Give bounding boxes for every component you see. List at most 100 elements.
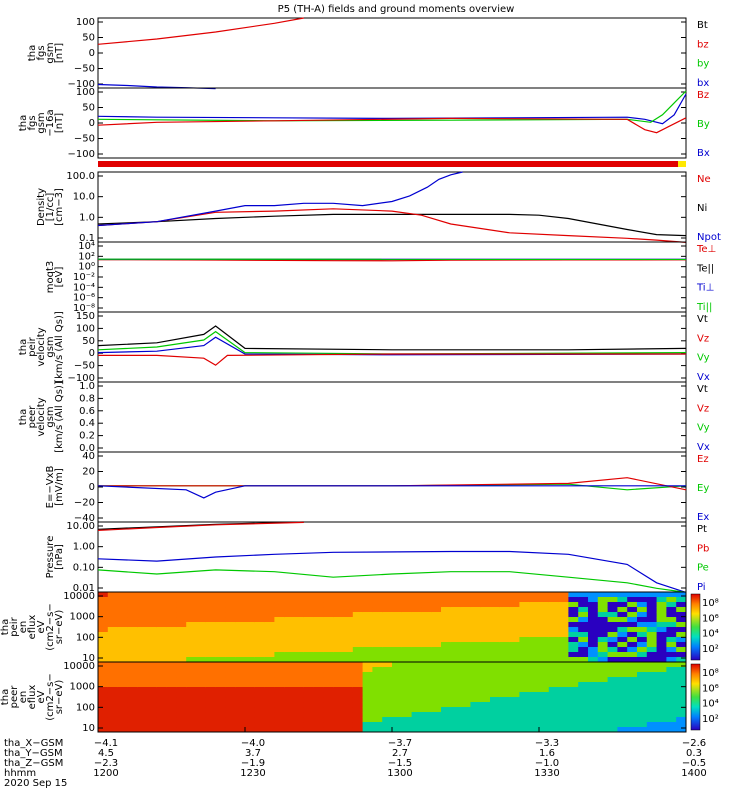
heatmap-cell	[127, 617, 138, 623]
legend-bz: bz	[697, 39, 709, 50]
heatmap-cell	[676, 712, 687, 718]
y-tick-label: 1.0	[79, 212, 95, 223]
heatmap-cell	[343, 672, 354, 678]
heatmap-cell	[519, 712, 530, 718]
heatmap-cell	[666, 662, 677, 668]
heatmap-cell	[254, 702, 266, 708]
heatmap-cell	[352, 617, 364, 623]
heatmap-cell	[274, 632, 285, 638]
heatmap-cell	[578, 667, 589, 673]
heatmap-cell	[480, 692, 491, 698]
heatmap-cell	[656, 592, 667, 598]
heatmap-cell	[274, 657, 285, 663]
heatmap-cell	[558, 652, 569, 658]
y-axis-label: fgs	[27, 115, 38, 130]
heatmap-cell	[235, 642, 246, 648]
heatmap-cell	[470, 697, 481, 703]
heatmap-cell	[656, 717, 667, 723]
heatmap-cell	[392, 597, 403, 603]
heatmap-cell	[499, 607, 511, 613]
heatmap-cell	[431, 727, 442, 733]
y-axis-label: gsm	[45, 42, 56, 63]
heatmap-cell	[372, 712, 383, 718]
heatmap-cell	[519, 717, 530, 723]
heatmap-cell	[519, 657, 530, 663]
heatmap-cell	[352, 702, 364, 708]
heatmap-cell	[186, 592, 197, 598]
heatmap-cell	[313, 727, 324, 733]
heatmap-cell	[470, 692, 481, 698]
heatmap-cell	[274, 637, 285, 643]
heatmap-cell	[147, 687, 158, 693]
heatmap-cell	[117, 712, 128, 718]
heatmap-cell	[392, 702, 403, 708]
heatmap-cell	[529, 592, 540, 598]
heatmap-cell	[578, 612, 589, 618]
heatmap-cell	[294, 717, 305, 723]
heatmap-cell	[588, 607, 599, 613]
heatmap-cell	[597, 692, 609, 698]
heatmap-cell	[333, 722, 344, 728]
heatmap-cell	[401, 672, 413, 678]
heatmap-cell	[568, 677, 579, 683]
heatmap-cell	[186, 697, 197, 703]
heatmap-cell	[392, 662, 403, 668]
heatmap-cell	[294, 712, 305, 718]
heatmap-cell	[225, 597, 236, 603]
y-axis-label: [eV]	[54, 267, 65, 288]
heatmap-cell	[490, 682, 501, 688]
heatmap-cell	[529, 722, 540, 728]
heatmap-cell	[245, 647, 256, 653]
heatmap-cell	[245, 712, 256, 718]
heatmap-cell	[284, 597, 295, 603]
heatmap-cell	[313, 672, 324, 678]
heatmap-cell	[352, 637, 364, 643]
heatmap-cell	[401, 717, 413, 723]
heatmap-cell	[186, 652, 197, 658]
heatmap-cell	[117, 602, 128, 608]
legend-pt: Pt	[697, 524, 707, 535]
y-axis-label: peir	[9, 616, 20, 636]
heatmap-cell	[499, 687, 511, 693]
heatmap-cell	[196, 627, 207, 633]
heatmap-cell	[568, 627, 579, 633]
heatmap-cell	[588, 727, 599, 733]
heatmap-cell	[245, 607, 256, 613]
heatmap-cell	[264, 597, 275, 603]
heatmap-cell	[323, 612, 334, 618]
heatmap-cell	[127, 702, 138, 708]
heatmap-cell	[147, 627, 158, 633]
heatmap-cell	[480, 712, 491, 718]
heatmap-cell	[215, 712, 226, 718]
heatmap-cell	[205, 627, 217, 633]
heatmap-cell	[107, 667, 119, 673]
heatmap-cell	[617, 722, 628, 728]
panels: 100500−50−100thafgsgsm[nT]Btbzbybx100500…	[0, 17, 721, 734]
heatmap-cell	[666, 672, 677, 678]
heatmap-cell	[107, 657, 119, 663]
heatmap-cell	[578, 727, 589, 733]
heatmap-cell	[676, 717, 687, 723]
y-tick-label: 0.6	[79, 406, 95, 417]
heatmap-cell	[519, 722, 530, 728]
heatmap-cell	[362, 612, 373, 618]
heatmap-cell	[372, 642, 383, 648]
heatmap-cell	[372, 592, 383, 598]
heatmap-cell	[470, 622, 481, 628]
heatmap-cell	[676, 637, 687, 643]
heatmap-cell	[548, 707, 560, 713]
heatmap-cell	[372, 627, 383, 633]
heatmap-cell	[294, 642, 305, 648]
heatmap-cell	[382, 652, 393, 658]
heatmap-cell	[245, 657, 256, 663]
panel-5: 150100500−50−100thapeirvelocitygsm[km/s …	[18, 311, 710, 384]
heatmap-cell	[176, 612, 187, 618]
heatmap-cell	[117, 617, 128, 623]
heatmap-cell	[607, 722, 618, 728]
heatmap-cell	[460, 717, 471, 723]
heatmap-cell	[274, 687, 285, 693]
heatmap-cell	[529, 607, 540, 613]
legend-ne: Ne	[697, 174, 711, 185]
heatmap-cell	[254, 662, 266, 668]
series-line-black	[97, 213, 687, 237]
